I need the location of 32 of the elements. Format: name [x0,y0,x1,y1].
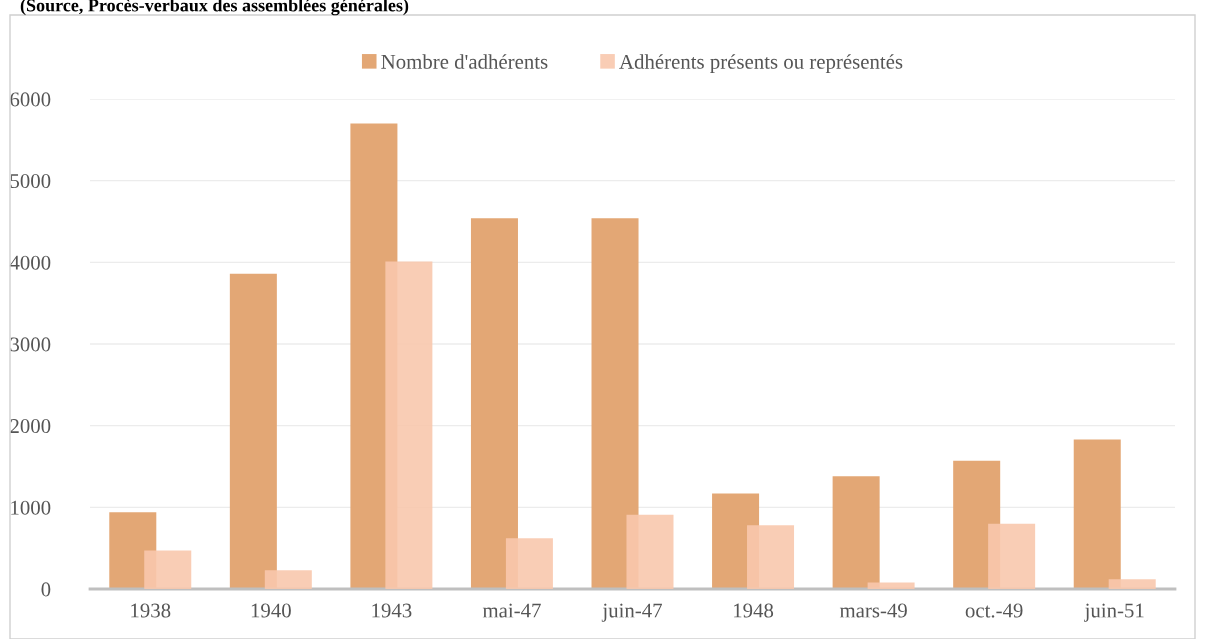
bar [867,582,915,589]
bar [626,514,674,589]
y-tick-label: 3000 [10,337,51,352]
bar [229,273,277,589]
bar [591,218,639,589]
bar [264,570,312,589]
x-tick-label: mai-47 [482,603,541,618]
bar [385,261,433,589]
x-tick-label: 1948 [734,603,774,618]
bar [832,476,880,589]
legend-label: Nombre d'adhérents [381,54,548,69]
bar [470,218,518,589]
bar [1108,579,1156,589]
legend-label: Adhérents présents ou représentés [619,54,903,74]
x-tick-label: 1938 [131,603,171,618]
x-tick-label: mars-49 [839,603,907,618]
x-tick-label: oct.-49 [965,603,1023,618]
bar [1073,439,1121,589]
x-tick-label: juin-47 [601,603,662,622]
y-tick-label: 2000 [10,419,51,434]
y-tick-label: 1000 [11,500,51,515]
x-tick-label: 1943 [372,603,412,618]
x-tick-label: 1940 [251,603,291,618]
bar [747,525,795,589]
y-tick-label: 0 [41,582,51,597]
x-tick-label: juin-51 [1084,603,1144,622]
bar [144,550,192,589]
y-tick-label: 5000 [10,174,51,189]
bar [988,523,1036,589]
y-tick-label: 6000 [10,92,51,107]
bar [505,538,553,589]
y-tick-label: 4000 [9,255,51,270]
